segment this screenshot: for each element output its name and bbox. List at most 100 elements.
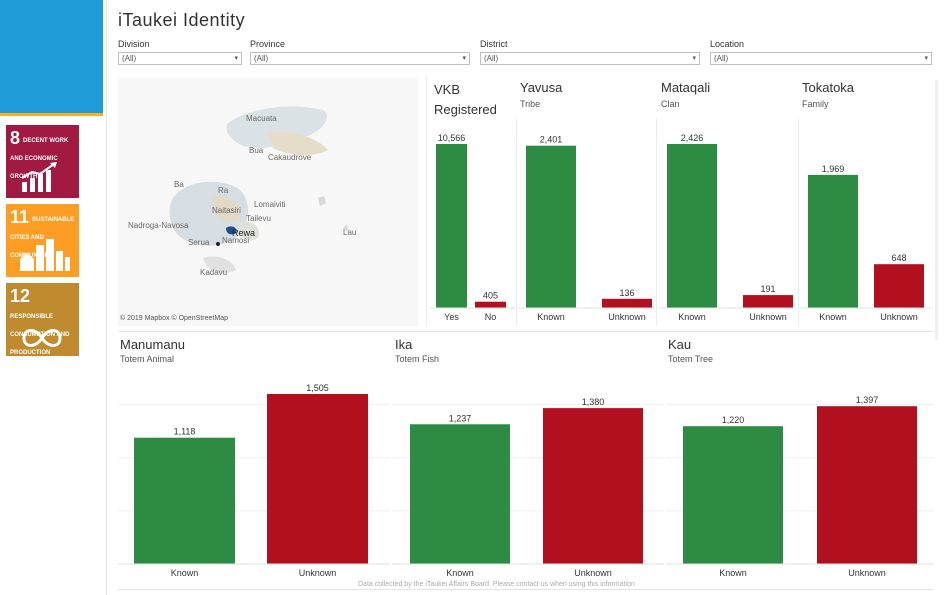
- category-tick-label: Known: [819, 312, 847, 322]
- bottom-divider: [118, 589, 933, 590]
- bar-unknown: [602, 298, 652, 308]
- filter-province[interactable]: Province (All) ▾: [250, 39, 470, 69]
- sdg-8-tile[interactable]: 8 Decent work and economic growth: [6, 125, 79, 198]
- vkb-chart[interactable]: 10,566 Yes 405 No: [430, 130, 516, 326]
- manumanu-chart[interactable]: 1,118 Known 1,505 Unknown: [118, 376, 390, 584]
- select-value: (All): [484, 54, 499, 63]
- map-label: Rewa: [232, 228, 256, 238]
- bar-unknown: [267, 394, 368, 564]
- chart-subtitle-tokatoka: Family: [802, 99, 829, 109]
- bar-value-label: 1,380: [582, 397, 605, 407]
- sdg-number: 11: [10, 207, 30, 227]
- section-divider: [118, 331, 933, 332]
- dropdown-arrow-icon[interactable]: ▾: [234, 55, 238, 62]
- map-credit: © 2019 Mapbox © OpenStreetMap: [120, 315, 228, 322]
- category-tick-label: Unknown: [848, 568, 886, 578]
- map-label: Lomaiviti: [254, 200, 286, 209]
- filter-division[interactable]: Division (All) ▾: [118, 39, 242, 69]
- chart-subtitle-yavusa: Tribe: [520, 99, 541, 109]
- category-tick-label: Yes: [444, 312, 459, 322]
- bar-unknown: [743, 295, 793, 308]
- category-tick-label: Unknown: [749, 312, 787, 322]
- sdg-label: Sustainable cities and communities: [10, 217, 75, 259]
- chart-subtitle-manumanu: Totem Animal: [120, 354, 175, 364]
- bar-known: [134, 437, 235, 564]
- chart-subtitle-kau: Totem Tree: [668, 354, 714, 364]
- chart-title-vkb: VKB Registered: [434, 82, 497, 117]
- city-buildings-icon: [20, 239, 70, 271]
- filter-label: Province: [250, 39, 286, 49]
- filter-label: Division: [118, 39, 150, 49]
- footer-note: Data collected by the iTaukei Affairs Bo…: [358, 581, 635, 588]
- chart-title-tokatoka: Tokatoka: [802, 80, 855, 95]
- chart-title-ika: Ika: [395, 337, 413, 352]
- scrollbar[interactable]: [935, 80, 938, 340]
- sidebar: 8 Decent work and economic growth 11 Sus…: [0, 0, 107, 595]
- bar-value-label: 1,505: [306, 383, 329, 393]
- category-tick-label: Unknown: [608, 312, 646, 322]
- chart-subtitle-mataqali: Clan: [661, 99, 680, 109]
- bar-unknown: [817, 406, 917, 564]
- category-tick-label: Known: [719, 568, 747, 578]
- filter-location[interactable]: Location (All) ▾: [710, 39, 932, 69]
- map-label: Ra: [218, 186, 229, 195]
- bar-value-label: 405: [483, 291, 498, 301]
- map-label: Bua: [249, 146, 264, 155]
- sdg-11-tile[interactable]: 11 Sustainable cities and communities: [6, 204, 79, 277]
- bar-value-label: 191: [760, 284, 775, 294]
- dropdown-arrow-icon[interactable]: ▾: [924, 55, 928, 62]
- sidebar-header: [0, 0, 103, 116]
- panel-divider: [426, 76, 427, 326]
- map-label: Naitasiri: [212, 206, 241, 215]
- mataqali-chart[interactable]: 2,426 Known 191 Unknown: [659, 130, 795, 326]
- yavusa-chart[interactable]: 2,401 Known 136 Unknown: [518, 130, 654, 326]
- fiji-map[interactable]: Macuata Bua Cakaudrove Ba Ra Lomaiviti N…: [118, 78, 418, 326]
- chart-title-yavusa: Yavusa: [520, 80, 563, 95]
- select-value: (All): [254, 54, 269, 63]
- bar-unknown: [543, 408, 643, 564]
- map-label: Serua: [188, 238, 210, 247]
- dropdown-arrow-icon[interactable]: ▾: [462, 55, 466, 62]
- map-shapes: [169, 106, 349, 273]
- bar-value-label: 2,401: [540, 135, 563, 145]
- map-label: Nadroga-Navosa: [128, 221, 189, 230]
- tokatoka-chart[interactable]: 1,969 Known 648 Unknown: [800, 130, 932, 326]
- map-label: Ba: [174, 180, 184, 189]
- division-select[interactable]: (All) ▾: [118, 52, 242, 65]
- panel-divider: [798, 118, 799, 326]
- map-label: Namosi: [222, 236, 250, 245]
- chart-title-kau: Kau: [668, 337, 692, 352]
- bar-value-label: 1,118: [174, 427, 196, 437]
- sdg-12-tile[interactable]: 12 Responsible consumption and productio…: [6, 283, 79, 356]
- bar-value-label: 136: [619, 288, 634, 298]
- category-tick-label: Unknown: [574, 568, 612, 578]
- province-select[interactable]: (All) ▾: [250, 52, 470, 65]
- bar-value-label: 2,426: [681, 133, 704, 143]
- map-label: Macuata: [246, 114, 277, 123]
- category-tick-label: Known: [537, 312, 565, 322]
- category-tick-label: Known: [446, 568, 474, 578]
- location-select[interactable]: (All) ▾: [710, 52, 932, 65]
- dropdown-arrow-icon[interactable]: ▾: [692, 55, 696, 62]
- bar-known: [526, 145, 576, 308]
- filter-district[interactable]: District (All) ▾: [480, 39, 700, 69]
- bar-known: [808, 174, 858, 308]
- panel-divider: [516, 118, 517, 326]
- chart-subtitle-ika: Totem Fish: [395, 354, 440, 364]
- map-label: Cakaudrove: [268, 153, 312, 162]
- kau-chart[interactable]: 1,220 Known 1,397 Unknown: [666, 376, 934, 584]
- select-value: (All): [122, 54, 137, 63]
- page-title: iTaukei Identity: [118, 10, 246, 30]
- panel-divider: [656, 118, 657, 326]
- ika-chart[interactable]: 1,237 Known 1,380 Unknown: [392, 376, 664, 584]
- category-tick-label: Known: [678, 312, 706, 322]
- bar-unknown: [874, 264, 924, 308]
- category-tick-label: No: [485, 312, 497, 322]
- select-value: (All): [714, 54, 729, 63]
- bar-value-label: 1,237: [449, 413, 472, 423]
- sdg-number: 8: [10, 128, 21, 148]
- district-select[interactable]: (All) ▾: [480, 52, 700, 65]
- bar-value-label: 1,969: [822, 164, 845, 174]
- infinity-icon: [22, 329, 62, 347]
- map-label: Lau: [343, 228, 357, 237]
